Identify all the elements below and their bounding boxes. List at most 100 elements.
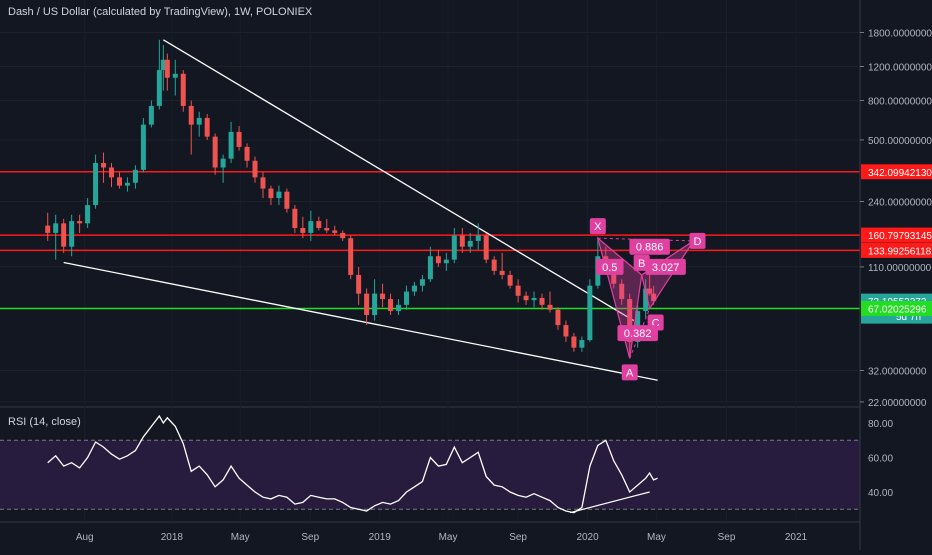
pattern-ratio-label: 3.027 (652, 262, 680, 274)
candle-body (93, 162, 99, 206)
candle-body (348, 238, 354, 275)
candle-body (388, 299, 394, 312)
pattern-ratio-line (641, 240, 694, 276)
candle-body (380, 293, 386, 300)
candle-body (268, 188, 274, 199)
pattern-ratio-label: 0.382 (624, 328, 652, 340)
pattern-point-label-bg (621, 364, 638, 381)
candle-body (276, 191, 282, 199)
trendlines (63, 39, 658, 381)
candle-body (85, 205, 91, 224)
rsi-pane (0, 414, 860, 514)
candle-body (499, 270, 505, 275)
price-tick-label: 800.00000000 (868, 97, 932, 108)
candle-body (611, 266, 617, 284)
candle-body (172, 73, 178, 78)
candle-body (427, 256, 433, 280)
candle-body (619, 283, 625, 300)
pattern-point-label: D (694, 236, 702, 248)
candle-body (124, 182, 130, 186)
price-label-bg (861, 227, 932, 243)
pattern-point-label: A (626, 367, 634, 379)
price-tick-label: 22.00000000 (868, 398, 927, 409)
pattern-point-label: C (652, 318, 660, 330)
candle-body (459, 235, 465, 247)
candle-body (77, 221, 83, 224)
candle-body (555, 309, 561, 326)
price-label-bg (861, 300, 932, 316)
time-tick-label: Sep (509, 532, 527, 543)
pattern-ratio-label-bg (645, 258, 686, 275)
price-tick-label: 110.00000000 (868, 263, 932, 274)
pattern-ratio-line (597, 237, 694, 242)
candle-body (643, 288, 649, 312)
candle-body (435, 256, 441, 264)
pattern-point-label-bg (689, 232, 706, 249)
candle-body (180, 73, 186, 106)
trendline (63, 261, 658, 381)
pattern-point-label: B (638, 258, 645, 270)
pattern-ratio-label-bg (596, 258, 624, 275)
candle-body (579, 340, 585, 348)
pattern-ratio-label: 0.5 (602, 262, 617, 274)
candle-body (340, 232, 346, 239)
candle-body (160, 59, 166, 71)
price-label-bg (861, 242, 932, 258)
candle-body (483, 235, 489, 260)
candle-body (260, 177, 266, 189)
pattern-point-label: X (594, 221, 602, 233)
candle-body (109, 167, 115, 178)
time-axis: Aug 2018 May Sep 2019 May Sep 2020 May Sep 2021 (76, 532, 808, 543)
price-tick-label: 1200.00000000 (868, 63, 932, 74)
candle-body (140, 124, 146, 170)
price-axis: 22.00000000 32.00000000 110.00000000 240.00… (859, 0, 932, 550)
candle-body (419, 279, 425, 286)
candle-body (475, 235, 481, 241)
price-label: 160.79793145 (868, 231, 932, 242)
time-tick-label: May (231, 532, 250, 543)
candle-body (467, 240, 473, 247)
candle-body (69, 221, 75, 247)
candle-body (188, 105, 194, 125)
price-label-countdown: 5d 7h (896, 312, 921, 323)
price-label-bg (861, 164, 932, 180)
candle-body (403, 291, 409, 305)
candle-body (491, 259, 497, 271)
time-tick-label: 2019 (369, 532, 392, 543)
pattern-ratio-label-bg (617, 325, 658, 342)
candle-body (372, 293, 378, 316)
candle-body (284, 191, 290, 209)
candle-body (451, 235, 457, 260)
candle-body (539, 297, 545, 305)
rsi-tick-label: 40.00 (868, 488, 893, 499)
candle-body (204, 117, 210, 137)
rsi-tick-label: 60.00 (868, 454, 893, 465)
trendline (162, 39, 635, 322)
candle-body (587, 285, 593, 341)
time-tick-label: Sep (718, 532, 736, 543)
price-tick-label: 32.00000000 (868, 367, 927, 378)
candle-body (332, 230, 338, 233)
candle-body (316, 221, 322, 228)
candle-body (156, 70, 162, 106)
time-tick-label: 2018 (161, 532, 184, 543)
pattern-ratio-label-bg (629, 238, 670, 255)
price-tick-label: 500.00000000 (868, 136, 932, 147)
rsi-tick-label: 80.00 (868, 419, 893, 430)
time-tick-label: 2021 (785, 532, 808, 543)
candle-body (443, 259, 449, 264)
candle-body (164, 59, 170, 78)
candle-body (563, 325, 569, 337)
candle-body (324, 227, 330, 231)
candles (45, 39, 657, 359)
candle-body (647, 288, 653, 294)
candle-body (651, 293, 657, 302)
candle-body (244, 146, 250, 161)
candle-body (53, 223, 59, 233)
candle-body (132, 169, 138, 183)
chart-title: Dash / US Dollar (calculated by TradingV… (8, 6, 313, 18)
rsi-title: RSI (14, close) (8, 416, 81, 428)
price-label: 342.09942130 (868, 168, 932, 179)
